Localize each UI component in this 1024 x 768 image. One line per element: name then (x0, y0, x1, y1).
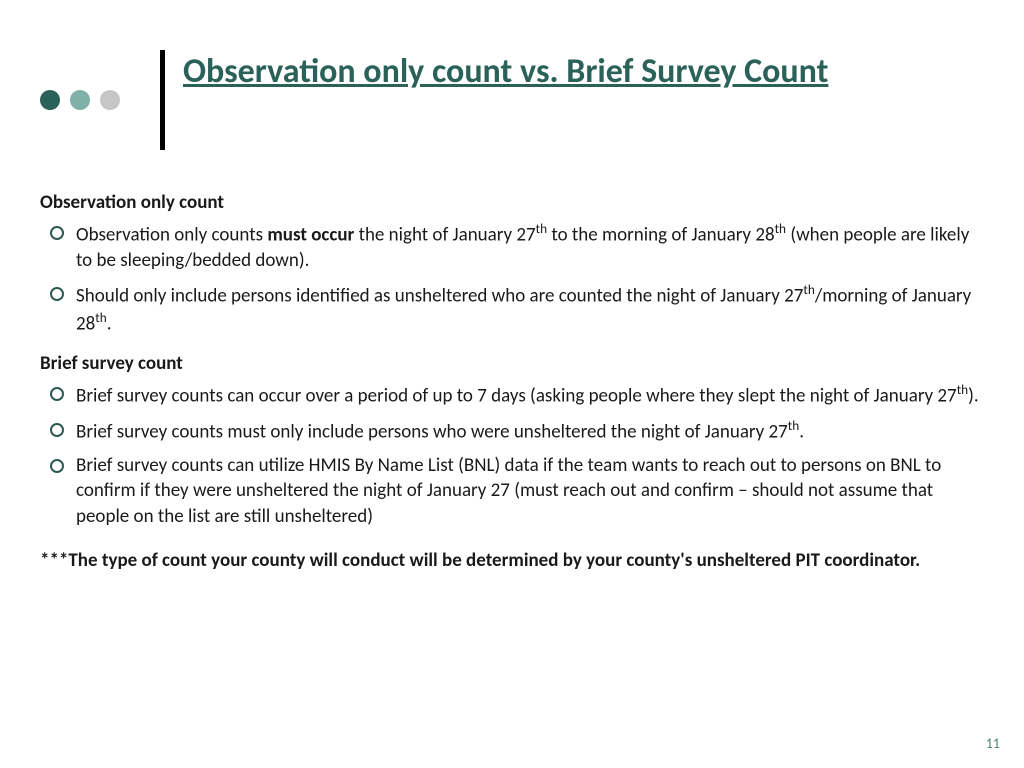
footnote-text: ***The type of count your county will co… (40, 548, 984, 574)
slide-title: Observation only count vs. Brief Survey … (183, 50, 828, 94)
dot-icon (40, 90, 60, 110)
bullet-list: Brief survey counts can occur over a per… (40, 381, 984, 530)
section-heading: Brief survey count (40, 351, 984, 377)
slide-body: Observation only count Observation only … (40, 190, 984, 573)
dot-icon (100, 90, 120, 110)
list-item: Brief survey counts can occur over a per… (76, 381, 984, 409)
dot-icon (70, 90, 90, 110)
list-item: Brief survey counts can utilize HMIS By … (76, 453, 984, 530)
list-item: Observation only counts must occur the n… (76, 220, 984, 274)
list-item: Should only include persons identified a… (76, 281, 984, 337)
list-item: Brief survey counts must only include pe… (76, 417, 984, 445)
slide: Observation only count vs. Brief Survey … (0, 0, 1024, 768)
section-heading: Observation only count (40, 190, 984, 216)
bullet-list: Observation only counts must occur the n… (40, 220, 984, 338)
vertical-bar-icon (160, 50, 165, 150)
page-number: 11 (986, 735, 1000, 752)
title-block: Observation only count vs. Brief Survey … (160, 50, 828, 150)
decorative-dots (40, 90, 120, 110)
